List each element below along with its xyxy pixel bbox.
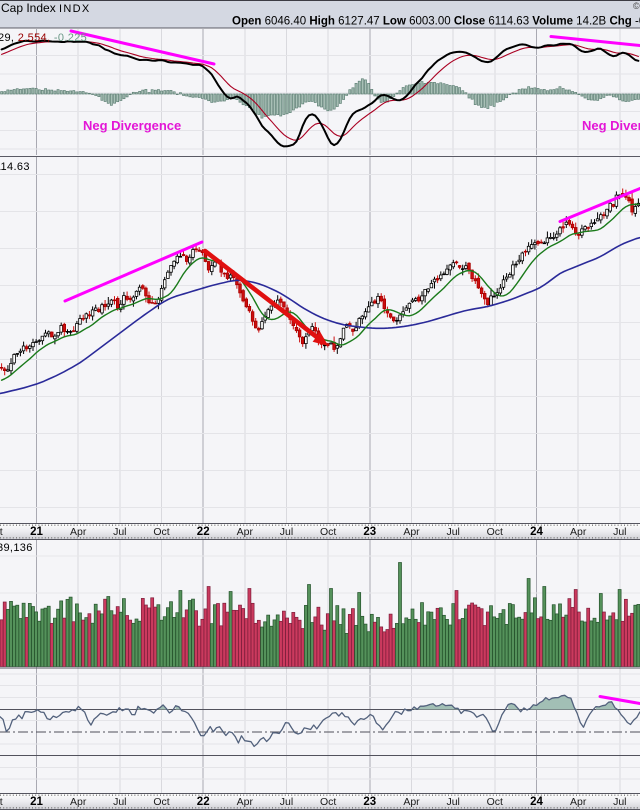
svg-text:Oct: Oct — [320, 796, 336, 808]
svg-text:Apr: Apr — [70, 796, 87, 808]
svg-text:Apr: Apr — [570, 526, 587, 538]
svg-text:Jul: Jul — [446, 796, 459, 808]
svg-text:Cap Index INDX: Cap Index INDX — [1, 1, 91, 15]
svg-text:©: © — [633, 1, 640, 11]
svg-text:Neg Divergence: Neg Divergence — [582, 118, 640, 133]
svg-text:Jul: Jul — [613, 526, 626, 538]
svg-text:Jul: Jul — [113, 796, 126, 808]
svg-text:Oct: Oct — [153, 526, 169, 538]
svg-text:Apr: Apr — [570, 796, 587, 808]
svg-text:29, 2.554, -0.225: 29, 2.554, -0.225 — [0, 32, 87, 44]
svg-text:Neg Divergence: Neg Divergence — [83, 118, 181, 133]
svg-text:Oct: Oct — [0, 526, 3, 538]
svg-text:Oct: Oct — [0, 796, 3, 808]
svg-text:Apr: Apr — [403, 526, 420, 538]
svg-text:24: 24 — [530, 526, 543, 538]
svg-text:22: 22 — [197, 796, 210, 808]
svg-text:Jul: Jul — [280, 526, 293, 538]
svg-text:Oct: Oct — [320, 526, 336, 538]
svg-text:Open 6046.40 High 6127.47 Low: Open 6046.40 High 6127.47 Low 6003.00 Cl… — [232, 16, 640, 28]
svg-text:Oct: Oct — [487, 526, 503, 538]
svg-text:Apr: Apr — [237, 796, 254, 808]
svg-text:6,114.63: 6,114.63 — [0, 161, 30, 173]
svg-text:Jul: Jul — [613, 796, 626, 808]
svg-text:23: 23 — [363, 796, 376, 808]
svg-text:22: 22 — [197, 526, 210, 538]
svg-text:21: 21 — [30, 796, 43, 808]
svg-text:Apr: Apr — [70, 526, 87, 538]
svg-text:Jul: Jul — [446, 526, 459, 538]
svg-text:39,136: 39,136 — [0, 542, 33, 554]
svg-text:Apr: Apr — [237, 526, 254, 538]
svg-text:24: 24 — [530, 796, 543, 808]
svg-text:Jul: Jul — [280, 796, 293, 808]
svg-text:Oct: Oct — [487, 796, 503, 808]
svg-text:Oct: Oct — [153, 796, 169, 808]
svg-text:23: 23 — [363, 526, 376, 538]
svg-text:Apr: Apr — [403, 796, 420, 808]
svg-text:21: 21 — [30, 526, 43, 538]
svg-text:Jul: Jul — [113, 526, 126, 538]
